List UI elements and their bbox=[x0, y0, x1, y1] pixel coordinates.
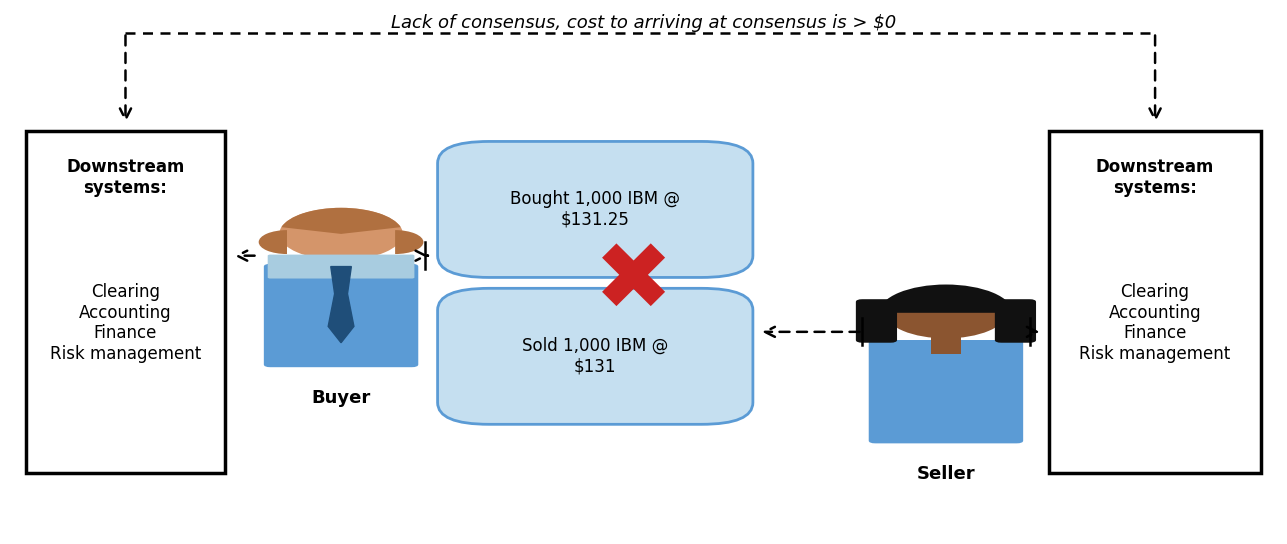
Text: Clearing
Accounting
Finance
Risk management: Clearing Accounting Finance Risk managem… bbox=[50, 283, 201, 363]
Polygon shape bbox=[328, 267, 354, 343]
Text: ✖: ✖ bbox=[593, 237, 673, 329]
FancyBboxPatch shape bbox=[438, 141, 753, 277]
Text: Clearing
Accounting
Finance
Risk management: Clearing Accounting Finance Risk managem… bbox=[1080, 283, 1230, 363]
FancyBboxPatch shape bbox=[869, 340, 1023, 443]
Text: Bought 1,000 IBM @
$131.25: Bought 1,000 IBM @ $131.25 bbox=[510, 190, 681, 229]
Wedge shape bbox=[395, 230, 423, 254]
Wedge shape bbox=[282, 208, 400, 234]
Text: Downstream
systems:: Downstream systems: bbox=[1097, 158, 1214, 196]
FancyBboxPatch shape bbox=[264, 264, 418, 367]
Bar bbox=[1049, 131, 1261, 473]
Bar bbox=[26, 131, 225, 473]
FancyBboxPatch shape bbox=[995, 299, 1036, 343]
Text: Lack of consensus, cost to arriving at consensus is > $0: Lack of consensus, cost to arriving at c… bbox=[391, 14, 896, 32]
FancyBboxPatch shape bbox=[856, 299, 897, 343]
FancyBboxPatch shape bbox=[268, 255, 414, 279]
Circle shape bbox=[885, 287, 1006, 338]
Text: Seller: Seller bbox=[916, 465, 976, 483]
Circle shape bbox=[279, 208, 403, 260]
Wedge shape bbox=[879, 285, 1013, 313]
Wedge shape bbox=[259, 230, 287, 254]
FancyBboxPatch shape bbox=[438, 288, 753, 424]
Text: Buyer: Buyer bbox=[311, 389, 371, 407]
Bar bbox=[326, 256, 356, 277]
Bar bbox=[931, 332, 961, 354]
Text: Downstream
systems:: Downstream systems: bbox=[67, 158, 184, 196]
Text: Sold 1,000 IBM @
$131: Sold 1,000 IBM @ $131 bbox=[523, 337, 668, 376]
